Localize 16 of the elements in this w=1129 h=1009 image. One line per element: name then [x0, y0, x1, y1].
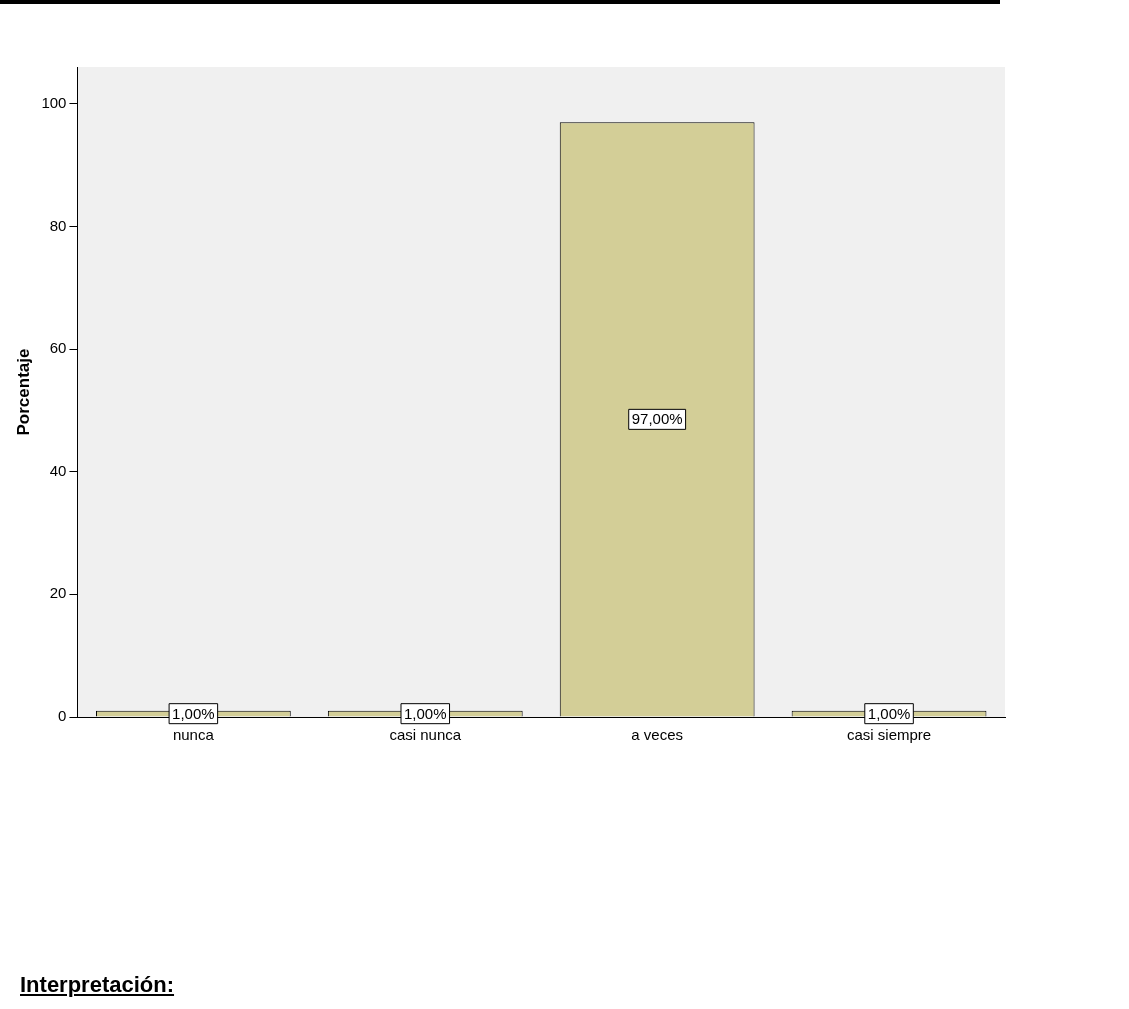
data-label: 1,00% [172, 704, 215, 722]
x-tick-label: nunca [172, 726, 215, 744]
data-label: 1,00% [403, 704, 447, 722]
y-axis-title: Porcentaje [13, 348, 33, 436]
y-tick-label: 60 [49, 339, 67, 357]
x-tick-label: a veces [631, 726, 684, 744]
y-tick-label: 40 [49, 461, 67, 479]
data-label: 1,00% [867, 704, 911, 722]
y-tick-label: 100 [41, 93, 67, 111]
data-label: 97,00% [631, 410, 683, 428]
y-tick-label: 0 [58, 707, 67, 725]
x-tick-label: casi nunca [389, 726, 462, 744]
y-tick-label: 20 [49, 584, 67, 602]
text: Interpretación: [20, 972, 175, 998]
y-tick-label: 80 [49, 216, 67, 234]
x-tick-label: casi siempre [846, 726, 932, 744]
